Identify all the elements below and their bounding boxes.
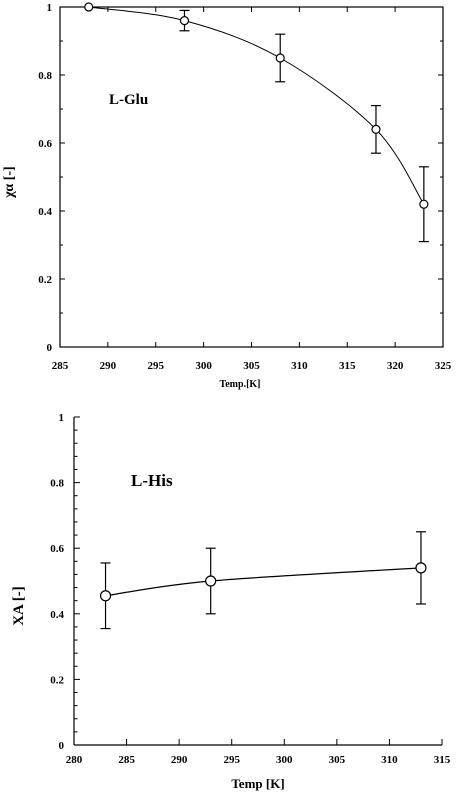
x-tick-label: 300	[276, 754, 293, 766]
data-point	[205, 575, 217, 587]
chart-l-his: 280 285 290 295 300 305 310 315 00.20.40.60.81 …	[11, 412, 451, 791]
y-tick-labels: 0 0.2 0.4 0.6 0.8 1	[38, 2, 52, 354]
x-tick-label: 295	[148, 360, 165, 372]
data-point	[84, 2, 94, 12]
data-point	[419, 199, 429, 209]
x-tick-labels: 285 290 295 300 305 310 315 320 325	[52, 360, 452, 372]
x-tick-label: 305	[243, 360, 260, 372]
x-axis-title: Temp [K]	[231, 776, 284, 791]
x-tick-label: 285	[52, 360, 69, 372]
x-tick-label: 285	[118, 754, 135, 766]
fit-curve	[105, 567, 422, 597]
y-tick-label: 0.6	[50, 543, 64, 555]
y-tick-label: 0.2	[50, 674, 64, 686]
y-tick-label: 1	[47, 2, 53, 14]
y-tick-label: 0	[47, 342, 53, 354]
x-tick-label: 290	[171, 754, 188, 766]
data-point	[99, 590, 112, 602]
x-tick-label: 300	[195, 360, 212, 372]
y-axis-title: χα [-]	[2, 166, 17, 198]
error-bars	[179, 9, 429, 243]
x-tick-label: 315	[339, 360, 356, 372]
x-tick-label: 295	[223, 754, 240, 766]
x-tick-label: 310	[291, 360, 308, 372]
annotation-label: L-Glu	[109, 92, 148, 108]
data-points	[99, 562, 427, 602]
chart-l-glu: 285 290 295 300 305 310 315 320 325 0 0.2 0.4 0.6 0.…	[2, 2, 452, 390]
y-axis-title: XA [-]	[11, 586, 27, 626]
x-tick-label: 315	[434, 754, 451, 766]
x-tick-label: 305	[329, 754, 346, 766]
y-tick-labels: 0 0.2 0.4 0.6 0.8 1	[50, 412, 64, 752]
plot-frame	[59, 6, 444, 348]
axis-ticks	[59, 6, 444, 348]
y-tick-label: 0.4	[50, 609, 64, 621]
data-point	[275, 53, 285, 63]
y-tick-label: 0.4	[38, 206, 52, 218]
y-tick-label: 0.2	[38, 274, 52, 286]
y-tick-label: 0	[59, 740, 65, 752]
y-tick-label: 0.8	[50, 478, 64, 490]
data-point	[415, 562, 427, 574]
data-point	[179, 16, 190, 26]
y-tick-label: 0.6	[38, 138, 52, 150]
y-tick-label: 1	[59, 412, 65, 424]
data-points	[84, 2, 429, 209]
axis-ticks	[73, 416, 443, 746]
x-tick-label: 320	[387, 360, 404, 372]
error-bars	[100, 531, 426, 630]
y-tick-label: 0.8	[38, 70, 52, 82]
annotation-label: L-His	[131, 471, 173, 490]
x-tick-label: 280	[66, 754, 83, 766]
x-axis-title: Temp.[K]	[219, 379, 260, 390]
x-tick-label: 310	[381, 754, 398, 766]
data-point	[371, 124, 381, 134]
x-tick-labels: 280 285 290 295 300 305 310 315	[66, 754, 451, 766]
x-tick-label: 325	[435, 360, 452, 372]
x-tick-label: 290	[100, 360, 117, 372]
